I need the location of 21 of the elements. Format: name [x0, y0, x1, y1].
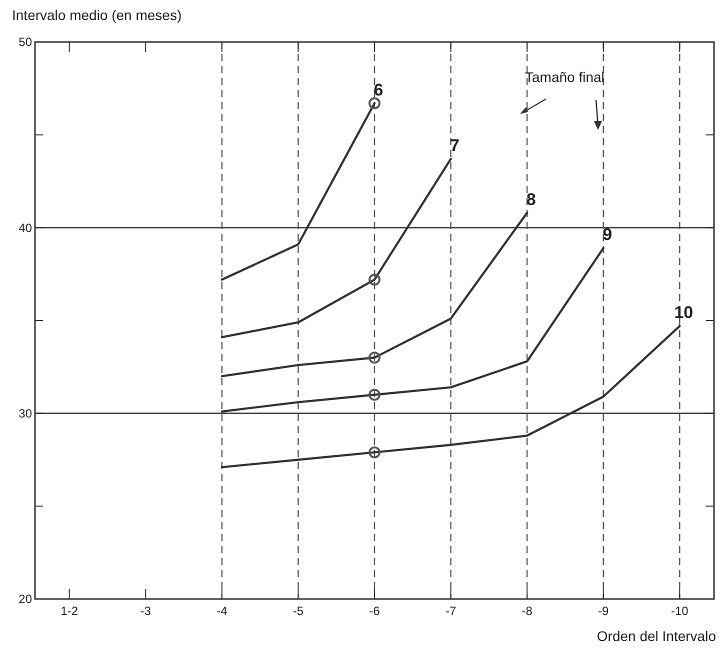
y-tick-label: 30	[18, 406, 32, 421]
annotation: Tamaño final	[525, 69, 604, 85]
x-tick-label: -10	[670, 604, 689, 618]
series-label: 7	[450, 136, 460, 155]
y-tick-label: 40	[18, 220, 32, 235]
y-axis-title: Intervalo medio (en meses)	[12, 7, 182, 23]
x-tick-label: -5	[292, 604, 304, 618]
series-label: 6	[374, 80, 384, 100]
x-axis-title: Orden del Intervalo	[596, 628, 716, 644]
y-tick-label: 50	[18, 35, 32, 50]
x-tick-label: -8	[522, 604, 533, 618]
y-tick-label: 20	[18, 592, 32, 606]
x-tick-label: -6	[369, 604, 380, 618]
x-tick-label: -4	[216, 604, 228, 618]
x-tick-label: -3	[140, 604, 152, 618]
series-label: 9	[602, 225, 612, 244]
legend-label: 10	[674, 303, 694, 322]
x-tick-label: -9	[598, 604, 610, 618]
x-tick-label: 1-2	[60, 604, 78, 618]
series-label: 8	[526, 190, 536, 209]
x-tick-label: -7	[445, 604, 456, 618]
